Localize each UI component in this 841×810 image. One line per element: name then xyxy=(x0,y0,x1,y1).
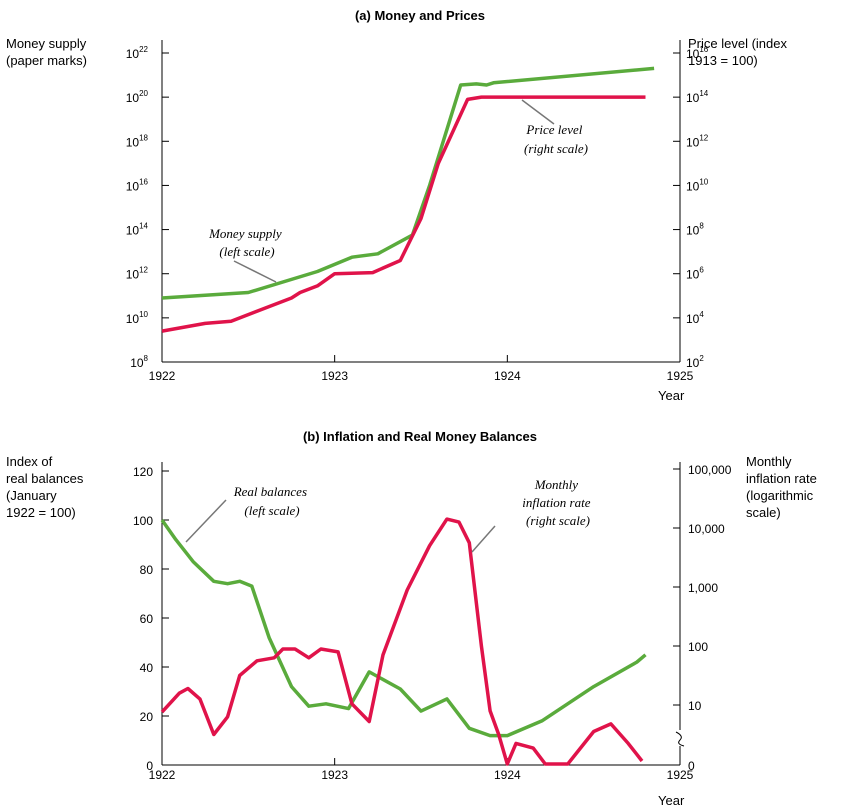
money-supply-annotation-line: (left scale) xyxy=(219,244,274,259)
real-balances-leader xyxy=(185,499,227,543)
right-tick-label: 1014 xyxy=(686,89,709,105)
right-tick-label: 0 xyxy=(688,759,695,773)
price-level-annotation-line: Price level xyxy=(525,122,582,137)
panel-b-right-ticks: 0 10 100 1,000 10,000 100,000 xyxy=(673,463,732,773)
panel-a-right-ticks: 102 104 106 108 1010 1012 1014 1016 xyxy=(673,45,709,370)
right-axis-break-icon xyxy=(675,730,685,747)
panel-a: (a) Money and Prices Money supply (paper… xyxy=(6,8,791,403)
panel-a-right-axis-label-line: 1913 = 100) xyxy=(688,53,758,68)
left-tick-label: 108 xyxy=(130,354,148,370)
panel-a-left-ticks: 108 1010 1012 1014 1016 1018 1020 1022 xyxy=(126,45,169,370)
panel-b-right-axis-label-line: (logarithmic xyxy=(746,488,814,503)
panel-b-right-axis-label: Monthly inflation rate (logarithmic scal… xyxy=(746,454,820,520)
inflation-rate-annotation-line: (right scale) xyxy=(526,513,590,528)
right-tick-label: 10 xyxy=(688,699,702,713)
inflation-rate-line xyxy=(160,517,644,766)
price-level-annotation: Price level (right scale) xyxy=(524,122,588,156)
right-tick-label: 1,000 xyxy=(688,581,718,595)
right-tick-label: 1010 xyxy=(686,177,709,193)
panel-b-right-axis-label-line: Monthly xyxy=(746,454,792,469)
left-tick-label: 1018 xyxy=(126,133,149,149)
real-balances-annotation-line: (left scale) xyxy=(244,503,299,518)
right-tick-label: 1016 xyxy=(686,45,709,61)
money-supply-line xyxy=(161,66,655,300)
panel-a-left-axis-label-line: Money supply xyxy=(6,36,87,51)
money-supply-leader xyxy=(233,260,277,283)
x-tick-label: 1923 xyxy=(321,369,348,383)
left-tick-label: 40 xyxy=(140,661,154,675)
x-tick-label: 1924 xyxy=(494,768,521,782)
left-tick-label: 1016 xyxy=(126,177,149,193)
x-tick-label: 1924 xyxy=(494,369,521,383)
real-balances-annotation-line: Real balances xyxy=(233,484,307,499)
panel-b-left-axis-label-line: 1922 = 100) xyxy=(6,505,76,520)
right-tick-label: 10,000 xyxy=(688,522,725,536)
left-tick-label: 1012 xyxy=(126,266,149,282)
left-tick-label: 120 xyxy=(133,465,153,479)
panel-b-left-axis-label-line: (January xyxy=(6,488,57,503)
right-tick-label: 106 xyxy=(686,266,704,282)
right-tick-label: 100 xyxy=(688,640,708,654)
left-tick-label: 0 xyxy=(146,759,153,773)
right-tick-label: 108 xyxy=(686,222,704,238)
panel-b-right-axis-label-line: scale) xyxy=(746,505,781,520)
left-tick-label: 80 xyxy=(140,563,154,577)
price-level-line xyxy=(161,95,646,333)
price-level-annotation-line: (right scale) xyxy=(524,141,588,156)
panel-b-left-axis-label-line: Index of xyxy=(6,454,53,469)
panel-b-left-axis-label: Index of real balances (January 1922 = 1… xyxy=(6,454,87,520)
panel-b: (b) Inflation and Real Money Balances In… xyxy=(6,429,820,808)
inflation-rate-annotation: Monthly inflation rate (right scale) xyxy=(522,477,594,528)
panel-b-left-ticks: 0 20 40 60 80 100 120 xyxy=(133,465,169,773)
panel-a-x-ticks: 1922 1923 1924 1925 xyxy=(149,355,694,383)
inflation-rate-annotation-line: Monthly xyxy=(534,477,579,492)
left-tick-label: 1014 xyxy=(126,222,149,238)
panel-a-x-axis-label: Year xyxy=(658,388,685,403)
x-tick-label: 1925 xyxy=(667,369,694,383)
panel-a-left-axis-label-line: (paper marks) xyxy=(6,53,87,68)
x-tick-label: 1923 xyxy=(321,768,348,782)
money-supply-annotation: Money supply (left scale) xyxy=(208,226,285,259)
right-tick-label: 100,000 xyxy=(688,463,732,477)
panel-b-x-ticks: 1922 1923 1924 1925 xyxy=(149,758,694,782)
x-tick-label: 1922 xyxy=(149,768,176,782)
left-tick-label: 1010 xyxy=(126,310,149,326)
x-tick-label: 1925 xyxy=(667,768,694,782)
panel-a-left-axis-label: Money supply (paper marks) xyxy=(6,36,90,68)
panel-b-title: (b) Inflation and Real Money Balances xyxy=(303,429,537,444)
inflation-rate-leader xyxy=(471,525,496,553)
right-tick-label: 1012 xyxy=(686,133,709,149)
real-balances-annotation: Real balances (left scale) xyxy=(233,484,311,518)
panel-b-right-axis-label-line: inflation rate xyxy=(746,471,817,486)
panel-a-title: (a) Money and Prices xyxy=(355,8,485,23)
left-tick-label: 1022 xyxy=(126,45,149,61)
left-tick-label: 20 xyxy=(140,710,154,724)
panel-b-x-axis-label: Year xyxy=(658,793,685,808)
right-tick-label: 102 xyxy=(686,354,704,370)
left-tick-label: 100 xyxy=(133,514,153,528)
money-supply-annotation-line: Money supply xyxy=(208,226,282,241)
left-tick-label: 60 xyxy=(140,612,154,626)
panel-a-right-axis-label-line: Price level (index xyxy=(688,36,787,51)
left-tick-label: 1020 xyxy=(126,89,149,105)
panel-a-right-axis-label: Price level (index 1913 = 100) xyxy=(688,36,791,68)
x-tick-label: 1922 xyxy=(149,369,176,383)
panel-b-left-axis-label-line: real balances xyxy=(6,471,84,486)
real-balances-line xyxy=(160,518,647,738)
right-tick-label: 104 xyxy=(686,310,704,326)
inflation-rate-annotation-line: inflation rate xyxy=(522,495,590,510)
price-level-leader xyxy=(521,99,555,125)
